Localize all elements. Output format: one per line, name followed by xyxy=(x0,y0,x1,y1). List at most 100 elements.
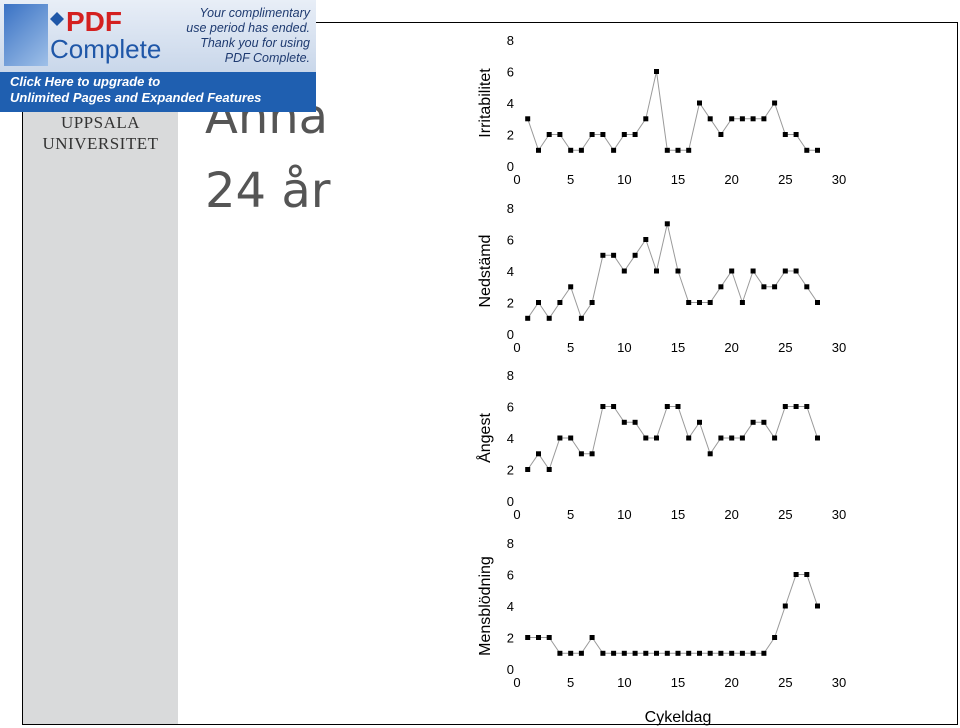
data-point xyxy=(664,404,670,409)
data-point xyxy=(686,650,692,656)
data-point xyxy=(793,132,799,137)
x-tick-label: 25 xyxy=(778,675,792,690)
data-point xyxy=(729,650,735,656)
x-tick-label: 0 xyxy=(513,675,520,690)
data-point xyxy=(686,435,692,441)
upgrade-link-line-2[interactable]: Unlimited Pages and Expanded Features xyxy=(10,90,262,105)
data-point xyxy=(729,116,735,122)
x-tick-label: 10 xyxy=(617,507,631,522)
data-point xyxy=(675,268,681,274)
data-point xyxy=(772,635,778,640)
x-tick-label: 20 xyxy=(724,172,738,187)
data-point xyxy=(654,268,659,274)
data-point xyxy=(707,300,713,305)
data-point xyxy=(632,650,638,656)
x-tick-label: 10 xyxy=(617,172,631,187)
x-tick-label: 30 xyxy=(832,340,846,355)
data-point xyxy=(707,451,713,457)
data-point xyxy=(621,419,627,425)
series-line xyxy=(527,223,818,320)
data-point xyxy=(761,116,767,122)
data-point xyxy=(761,650,767,656)
x-tick-label: 20 xyxy=(724,340,738,355)
pdf-logo-icon xyxy=(4,4,48,66)
sidebar xyxy=(23,23,178,724)
data-point xyxy=(600,252,606,258)
data-point xyxy=(568,147,574,153)
data-point xyxy=(643,237,649,242)
data-point xyxy=(654,69,659,74)
data-point xyxy=(772,100,778,106)
y-tick-label: 6 xyxy=(507,568,514,583)
data-point xyxy=(804,404,810,409)
data-point xyxy=(804,572,810,577)
y-tick-label: 8 xyxy=(507,368,514,383)
data-point xyxy=(686,147,692,153)
y-tick-label: 4 xyxy=(507,599,514,614)
banner-brand-complete: Complete xyxy=(50,34,162,64)
data-point xyxy=(686,300,692,305)
data-point xyxy=(536,147,541,153)
data-point xyxy=(707,116,713,122)
data-point xyxy=(536,451,541,457)
banner-message-line: PDF Complete. xyxy=(224,51,310,65)
data-point xyxy=(589,132,595,137)
data-point xyxy=(621,268,627,274)
data-point xyxy=(804,284,810,290)
x-tick-label: 0 xyxy=(513,507,520,522)
data-point xyxy=(654,435,659,441)
y-tick-label: 4 xyxy=(507,264,514,279)
data-point xyxy=(546,635,552,640)
upgrade-link-line-1[interactable]: Click Here to upgrade to xyxy=(10,74,161,89)
data-point xyxy=(525,635,531,640)
banner-message-line: use period has ended. xyxy=(186,21,310,35)
x-axis-label: Cykeldag xyxy=(645,709,712,726)
y-tick-label: 8 xyxy=(507,536,514,551)
data-point xyxy=(793,404,799,409)
data-point xyxy=(697,300,702,305)
data-point xyxy=(761,284,767,290)
data-point xyxy=(611,650,617,656)
x-tick-label: 20 xyxy=(724,675,738,690)
upgrade-banner[interactable]: PDF Complete Your complimentary use peri… xyxy=(0,0,316,112)
pdf-mark-icon xyxy=(50,12,64,26)
data-point xyxy=(804,147,810,153)
data-point xyxy=(568,284,574,290)
data-point xyxy=(815,603,820,609)
data-point xyxy=(654,650,659,656)
y-tick-label: 2 xyxy=(507,463,514,478)
data-point xyxy=(675,404,681,409)
banner-message-line: Thank you for using xyxy=(200,36,310,50)
data-point xyxy=(782,268,788,274)
banner-message: Your complimentary use period has ended.… xyxy=(160,6,310,66)
y-tick-label: 4 xyxy=(507,431,514,446)
data-point xyxy=(782,603,788,609)
y-tick-label: 8 xyxy=(507,33,514,48)
data-point xyxy=(772,284,778,290)
data-point xyxy=(611,404,617,409)
data-point xyxy=(621,132,627,137)
data-point xyxy=(557,132,563,137)
x-tick-label: 15 xyxy=(671,172,685,187)
data-point xyxy=(718,435,724,441)
y-tick-label: 6 xyxy=(507,233,514,248)
data-point xyxy=(739,116,745,122)
data-point xyxy=(600,132,606,137)
banner-top xyxy=(0,0,316,72)
data-point xyxy=(546,315,552,321)
slide-frame xyxy=(22,22,958,725)
data-point xyxy=(718,132,724,137)
y-tick-label: 4 xyxy=(507,96,514,111)
x-tick-label: 25 xyxy=(778,507,792,522)
data-point xyxy=(525,467,531,472)
data-point xyxy=(815,147,820,153)
x-tick-label: 0 xyxy=(513,172,520,187)
data-point xyxy=(536,300,541,305)
y-tick-label: 6 xyxy=(507,400,514,415)
data-point xyxy=(793,572,799,577)
x-tick-label: 15 xyxy=(671,507,685,522)
x-tick-label: 5 xyxy=(567,340,574,355)
upgrade-link[interactable]: Click Here to upgrade to Unlimited Pages… xyxy=(10,74,261,106)
data-point xyxy=(782,132,788,137)
